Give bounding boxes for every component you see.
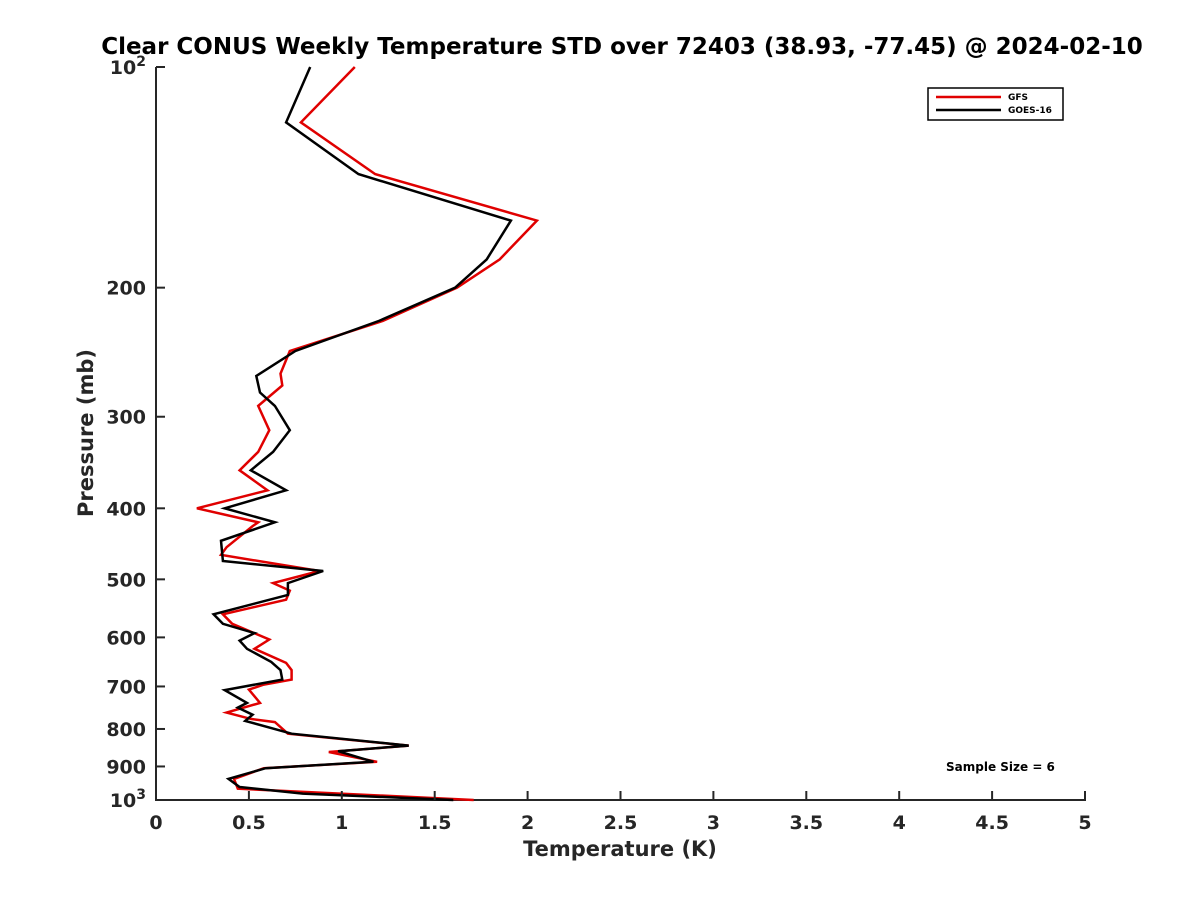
- series-line-goes16: [211, 66, 513, 802]
- y-tick-label: 800: [106, 719, 146, 741]
- legend-label-gfs: GFS: [1008, 93, 1028, 103]
- x-axis-label: Temperature (K): [523, 837, 717, 861]
- y-tick-label: 400: [106, 498, 146, 520]
- y-axis-label: Pressure (mb): [74, 349, 98, 517]
- legend: GFS GOES-16: [927, 87, 1064, 121]
- x-tick-label: 3.5: [789, 812, 823, 834]
- y-tick-label: 600: [106, 627, 146, 649]
- x-tick-label: 0.5: [232, 812, 266, 834]
- x-tick-label: 1: [335, 812, 348, 834]
- x-tick-label: 1.5: [418, 812, 452, 834]
- sample-size-annotation: Sample Size = 6: [946, 760, 1055, 774]
- y-tick-label: 900: [106, 756, 146, 778]
- x-tick-label: 5: [1078, 812, 1091, 834]
- y-tick-label: 700: [106, 676, 146, 698]
- legend-label-goes16: GOES-16: [1008, 106, 1052, 116]
- x-tick-label: 4.5: [975, 812, 1009, 834]
- y-tick-label: 103: [110, 787, 146, 812]
- y-tick-label: 500: [106, 569, 146, 591]
- legend-box: [927, 87, 1064, 121]
- x-axis-ticks: 0 0.5 1 1.5 2 2.5 3 3.5 4 4.5 5: [149, 791, 1092, 834]
- x-tick-label: 2.5: [604, 812, 638, 834]
- x-tick-label: 2: [521, 812, 534, 834]
- x-tick-label: 3: [707, 812, 720, 834]
- series-line-gfs: [196, 66, 540, 802]
- x-tick-label: 4: [893, 812, 906, 834]
- y-tick-label: 200: [106, 278, 146, 300]
- series-group: [196, 66, 540, 802]
- chart-title: Clear CONUS Weekly Temperature STD over …: [101, 34, 1143, 60]
- y-tick-label: 300: [106, 407, 146, 429]
- x-tick-label: 0: [149, 812, 162, 834]
